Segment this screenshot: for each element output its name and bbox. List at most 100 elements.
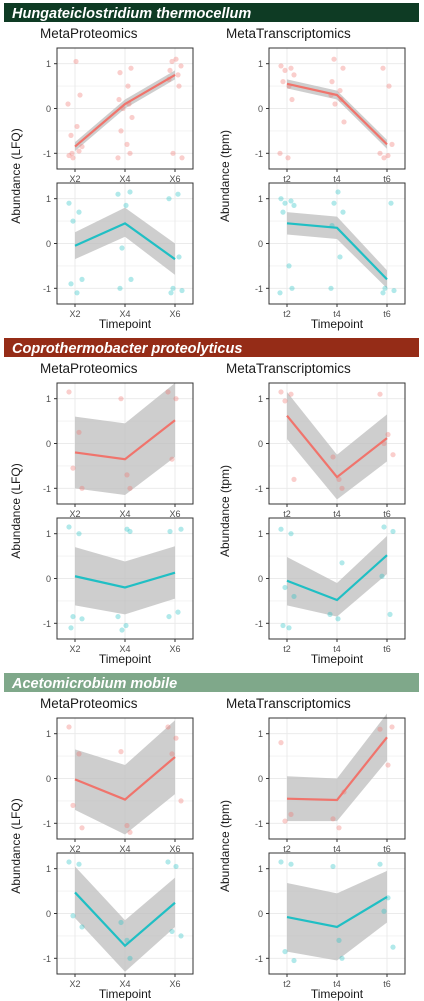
data-point bbox=[291, 593, 297, 600]
y-axis-label-transcriptomics: Abundance (tpm) bbox=[218, 800, 232, 892]
data-point bbox=[70, 218, 76, 224]
y-tick-label: 1 bbox=[258, 394, 263, 404]
species-title: Coprothermobacter proteolyticus bbox=[12, 341, 242, 357]
data-point bbox=[179, 155, 185, 161]
data-point bbox=[286, 263, 292, 269]
data-point bbox=[118, 919, 124, 926]
data-point bbox=[339, 955, 345, 961]
data-point bbox=[124, 472, 130, 478]
y-tick-label: 1 bbox=[258, 729, 263, 739]
data-point bbox=[179, 287, 185, 294]
data-point bbox=[124, 822, 130, 829]
data-point bbox=[178, 63, 184, 69]
x-tick-label: X4 bbox=[119, 644, 130, 654]
data-point bbox=[377, 150, 383, 156]
y-tick-label: -1 bbox=[43, 149, 51, 159]
y-tick-label: 1 bbox=[46, 729, 51, 739]
data-point bbox=[175, 72, 181, 78]
mean-line bbox=[74, 222, 176, 261]
data-point bbox=[335, 189, 341, 195]
data-point bbox=[66, 389, 72, 395]
confidence-band bbox=[287, 535, 387, 617]
species-title: Hungateiclostridium thermocellum bbox=[12, 6, 251, 22]
data-point bbox=[377, 391, 383, 397]
data-point bbox=[277, 290, 283, 296]
data-point bbox=[76, 531, 82, 537]
data-point bbox=[124, 141, 130, 147]
x-tick-label: X2 bbox=[69, 844, 80, 854]
data-point bbox=[278, 740, 284, 746]
x-tick-label: t6 bbox=[383, 844, 391, 854]
panel-title-transcriptomics: MetaTranscriptomics bbox=[226, 361, 351, 376]
data-point bbox=[76, 429, 82, 435]
x-tick-label: X6 bbox=[169, 844, 180, 854]
data-point bbox=[76, 751, 82, 757]
y-axis-label-proteomics: Abundance (LFQ) bbox=[9, 798, 23, 893]
data-point bbox=[282, 818, 288, 824]
data-point bbox=[335, 616, 341, 622]
y-tick-label: -1 bbox=[43, 284, 51, 294]
confidence-band bbox=[75, 720, 175, 835]
x-tick-label: X2 bbox=[69, 309, 80, 319]
data-point bbox=[79, 825, 85, 831]
data-point bbox=[291, 72, 297, 78]
section-2: Coprothermobacter proteolyticus MetaProte… bbox=[4, 338, 419, 666]
data-point bbox=[66, 859, 72, 865]
data-point bbox=[340, 209, 346, 215]
data-point bbox=[288, 65, 294, 71]
data-point bbox=[74, 123, 80, 130]
x-tick-label: t2 bbox=[283, 644, 291, 654]
data-point bbox=[282, 584, 288, 591]
y-tick-label: -1 bbox=[255, 954, 263, 964]
x-tick-label: t6 bbox=[383, 979, 391, 989]
y-tick-label: 1 bbox=[258, 59, 263, 69]
data-point bbox=[128, 276, 134, 282]
data-point bbox=[280, 209, 286, 215]
species-banner bbox=[4, 673, 419, 692]
data-point bbox=[117, 70, 123, 76]
confidence-band bbox=[75, 866, 175, 972]
y-tick-label: -1 bbox=[43, 819, 51, 829]
y-tick-label: 0 bbox=[258, 239, 263, 249]
mean-line bbox=[286, 82, 388, 146]
data-point bbox=[76, 209, 82, 215]
mean-line bbox=[286, 554, 388, 602]
data-point bbox=[329, 79, 335, 85]
x-tick-label: t2 bbox=[283, 309, 291, 319]
confidence-band bbox=[287, 212, 387, 289]
data-point bbox=[70, 802, 76, 808]
y-tick-label: 0 bbox=[46, 574, 51, 584]
y-tick-label: 1 bbox=[46, 529, 51, 539]
data-point bbox=[291, 957, 297, 964]
y-tick-label: 0 bbox=[258, 574, 263, 584]
x-tick-label: X2 bbox=[69, 644, 80, 654]
x-axis-label-transcriptomics: Timepoint bbox=[311, 652, 364, 666]
x-tick-label: X6 bbox=[169, 979, 180, 989]
data-point bbox=[66, 200, 72, 206]
data-point bbox=[178, 933, 184, 939]
x-tick-label: t2 bbox=[283, 509, 291, 519]
data-point bbox=[77, 92, 83, 98]
data-point bbox=[380, 65, 386, 71]
data-point bbox=[118, 128, 124, 134]
data-point bbox=[278, 389, 284, 395]
panel-title-proteomics: MetaProteomics bbox=[40, 696, 138, 711]
x-tick-label: X6 bbox=[169, 174, 180, 184]
data-point bbox=[70, 155, 76, 161]
panel-title-proteomics: MetaProteomics bbox=[40, 361, 138, 376]
y-tick-label: 0 bbox=[46, 909, 51, 919]
data-point bbox=[125, 83, 131, 89]
species-title: Acetomicrobium mobile bbox=[11, 676, 177, 692]
x-axis-label-proteomics: Timepoint bbox=[99, 987, 152, 1001]
panel-top-proteomics: -1 0 1 X2 X4 X6 bbox=[43, 382, 194, 519]
data-point bbox=[76, 861, 82, 867]
data-point bbox=[173, 396, 179, 402]
data-point bbox=[175, 609, 181, 615]
y-tick-label: -1 bbox=[255, 819, 263, 829]
x-tick-label: t2 bbox=[283, 174, 291, 184]
data-point bbox=[339, 560, 345, 566]
data-point bbox=[280, 79, 286, 85]
confidence-band bbox=[75, 383, 175, 496]
data-point bbox=[128, 65, 134, 71]
confidence-band bbox=[287, 713, 387, 822]
